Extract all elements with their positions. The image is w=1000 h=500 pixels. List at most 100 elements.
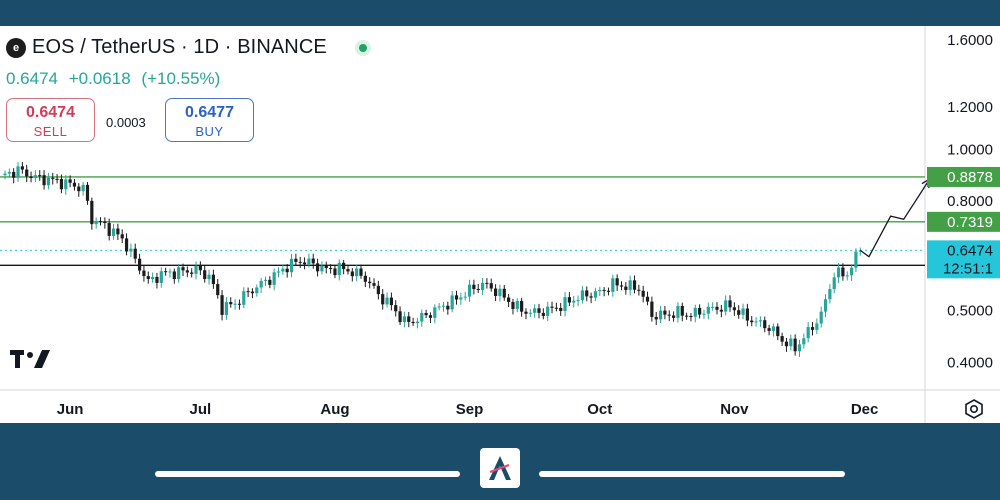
candle-body — [168, 271, 172, 273]
x-tick-label: Jul — [190, 401, 212, 418]
candle-body — [72, 182, 77, 187]
y-tick-label: 1.0000 — [947, 141, 993, 158]
candle-body — [836, 267, 841, 278]
candle-body — [203, 270, 207, 280]
price-chart[interactable]: 1.6000 1.2000 1.0000 0.8000 0.5000 0.4000 Jun J… — [0, 26, 1000, 423]
candle-body — [576, 300, 580, 302]
resistance-2-price-tag: 0.8878 — [947, 169, 993, 186]
candle-body — [802, 338, 806, 345]
candle-body — [85, 184, 90, 201]
candle-body — [207, 274, 211, 280]
candle-body — [124, 238, 129, 252]
settings-gear-icon[interactable] — [963, 398, 985, 420]
x-tick-label: Oct — [587, 401, 612, 418]
candle-body — [845, 275, 849, 277]
candle-body — [111, 228, 116, 236]
candle-body — [90, 200, 94, 225]
candle-body — [59, 179, 64, 190]
eos-logo-icon: e — [6, 37, 26, 58]
candle-body — [7, 171, 11, 174]
x-tick-label: Nov — [720, 401, 749, 418]
candle-body — [537, 308, 541, 313]
candle-body — [298, 261, 302, 263]
slider-track-right[interactable] — [539, 471, 845, 477]
candle-body — [580, 290, 585, 301]
candle-body — [20, 166, 24, 170]
candle-body — [376, 285, 380, 295]
candle-body — [793, 338, 797, 352]
candle-body — [42, 175, 46, 186]
candle-body — [289, 258, 294, 273]
spread-value: 0.0003 — [106, 115, 146, 130]
candle-body — [46, 177, 51, 186]
candle-body — [667, 314, 671, 316]
candle-body — [602, 289, 606, 291]
resistance-1-price-tag-bg — [927, 211, 1000, 232]
candle-body — [372, 283, 376, 286]
candle-body — [654, 316, 658, 320]
candle-body — [81, 184, 85, 192]
symbol-title[interactable]: EOS / TetherUS · 1D · BINANCE — [32, 36, 327, 58]
candle-body — [16, 166, 20, 178]
candle-body — [663, 310, 667, 315]
candle-body — [346, 269, 350, 272]
market-open-dot-icon — [354, 39, 371, 56]
candle-body — [823, 299, 828, 312]
candle-body — [463, 296, 467, 298]
candle-body — [758, 320, 763, 322]
candle-body — [476, 289, 480, 291]
candle-body — [763, 320, 767, 329]
candle-body — [172, 271, 176, 279]
candle-body — [741, 308, 745, 315]
candle-body — [333, 268, 337, 276]
x-tick-label: Sep — [456, 401, 484, 418]
candle-body — [268, 279, 272, 285]
candle-body — [359, 268, 363, 276]
candle-body — [242, 291, 246, 305]
candle-body — [324, 265, 328, 269]
chart-panel[interactable]: 1.6000 1.2000 1.0000 0.8000 0.5000 0.4000 Jun J… — [0, 26, 1000, 423]
candle-body — [363, 275, 367, 282]
candle-body — [628, 280, 632, 290]
candle-body — [33, 175, 37, 179]
buy-button[interactable]: 0.6477 BUY — [165, 98, 254, 142]
candle-body — [129, 248, 133, 252]
candle-body — [854, 251, 858, 268]
top-band — [0, 0, 1000, 26]
candle-body — [493, 288, 498, 296]
candle-body — [181, 267, 185, 271]
candle-body — [572, 300, 576, 303]
candle-body — [38, 175, 42, 177]
candle-body — [819, 311, 823, 324]
slider-track-left[interactable] — [155, 471, 460, 477]
price-summary: 0.6474 +0.0618 (+10.55%) — [6, 69, 226, 89]
candle-body — [29, 176, 33, 179]
candle-body — [849, 267, 854, 276]
y-tick-label: 0.8000 — [947, 193, 993, 210]
candle-body — [780, 336, 784, 342]
candle-body — [637, 289, 641, 291]
candle-body — [680, 306, 684, 316]
candle-body — [745, 308, 749, 321]
candle-body — [771, 326, 776, 331]
candle-body — [302, 262, 307, 265]
candle-body — [502, 288, 506, 298]
candle-body — [619, 285, 624, 287]
candle-body — [229, 302, 233, 305]
candle-body — [25, 169, 29, 177]
sell-label: SELL — [33, 124, 68, 139]
candle-body — [116, 228, 120, 235]
candle-body — [446, 305, 450, 310]
buy-price: 0.6477 — [185, 104, 234, 121]
candle-body — [815, 323, 819, 330]
candle-body — [715, 306, 719, 310]
candle-body — [737, 310, 741, 315]
candle-body — [337, 262, 341, 276]
candle-body — [198, 265, 202, 271]
sell-button[interactable]: 0.6474 SELL — [6, 98, 95, 142]
brand-logo-icon — [480, 448, 520, 488]
candle-body — [533, 308, 537, 313]
candle-body — [120, 234, 124, 239]
candle-body — [598, 289, 602, 292]
candle-body — [784, 341, 789, 347]
